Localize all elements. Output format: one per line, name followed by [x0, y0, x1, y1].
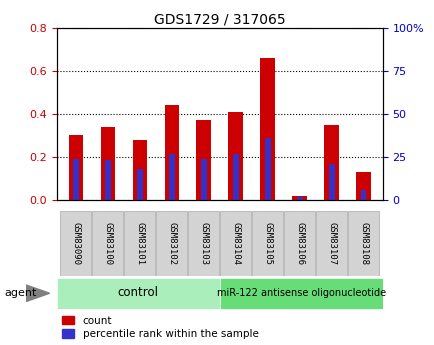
Bar [360, 190, 366, 200]
Bar [168, 154, 174, 200]
Polygon shape [26, 285, 49, 302]
FancyBboxPatch shape [284, 211, 314, 276]
Text: miR-122 antisense oligonucleotide: miR-122 antisense oligonucleotide [216, 288, 385, 297]
Bar [260, 58, 274, 200]
Text: GSM83107: GSM83107 [326, 222, 335, 265]
Bar [100, 127, 115, 200]
FancyBboxPatch shape [60, 211, 91, 276]
Text: GSM83108: GSM83108 [358, 222, 367, 265]
Bar [196, 120, 210, 200]
FancyBboxPatch shape [124, 211, 155, 276]
FancyBboxPatch shape [156, 211, 187, 276]
FancyBboxPatch shape [188, 211, 219, 276]
Bar [355, 172, 370, 200]
Bar [324, 125, 338, 200]
Bar [69, 136, 83, 200]
Bar [105, 160, 110, 200]
Bar [292, 196, 306, 200]
Bar [132, 140, 147, 200]
Text: GSM83101: GSM83101 [135, 222, 144, 265]
Text: GSM83090: GSM83090 [71, 222, 80, 265]
Bar [228, 112, 242, 200]
Bar [232, 154, 238, 200]
FancyBboxPatch shape [92, 211, 123, 276]
Text: GSM83102: GSM83102 [167, 222, 176, 265]
Bar [201, 159, 206, 200]
FancyBboxPatch shape [220, 211, 250, 276]
Bar [219, 278, 382, 309]
Bar [164, 105, 178, 200]
Text: GSM83103: GSM83103 [199, 222, 208, 265]
Text: GSM83100: GSM83100 [103, 222, 112, 265]
Bar [137, 169, 142, 200]
Bar [73, 159, 79, 200]
Bar [328, 164, 334, 200]
Text: GSM83106: GSM83106 [294, 222, 303, 265]
Legend: count, percentile rank within the sample: count, percentile rank within the sample [62, 316, 258, 339]
FancyBboxPatch shape [316, 211, 346, 276]
Bar [264, 138, 270, 200]
Text: GSM83105: GSM83105 [263, 222, 272, 265]
Text: GSM83104: GSM83104 [230, 222, 240, 265]
Bar [56, 278, 219, 309]
Bar [296, 197, 302, 200]
Text: control: control [117, 286, 158, 299]
Title: GDS1729 / 317065: GDS1729 / 317065 [154, 12, 285, 27]
Text: agent: agent [4, 288, 36, 298]
FancyBboxPatch shape [252, 211, 283, 276]
FancyBboxPatch shape [348, 211, 378, 276]
